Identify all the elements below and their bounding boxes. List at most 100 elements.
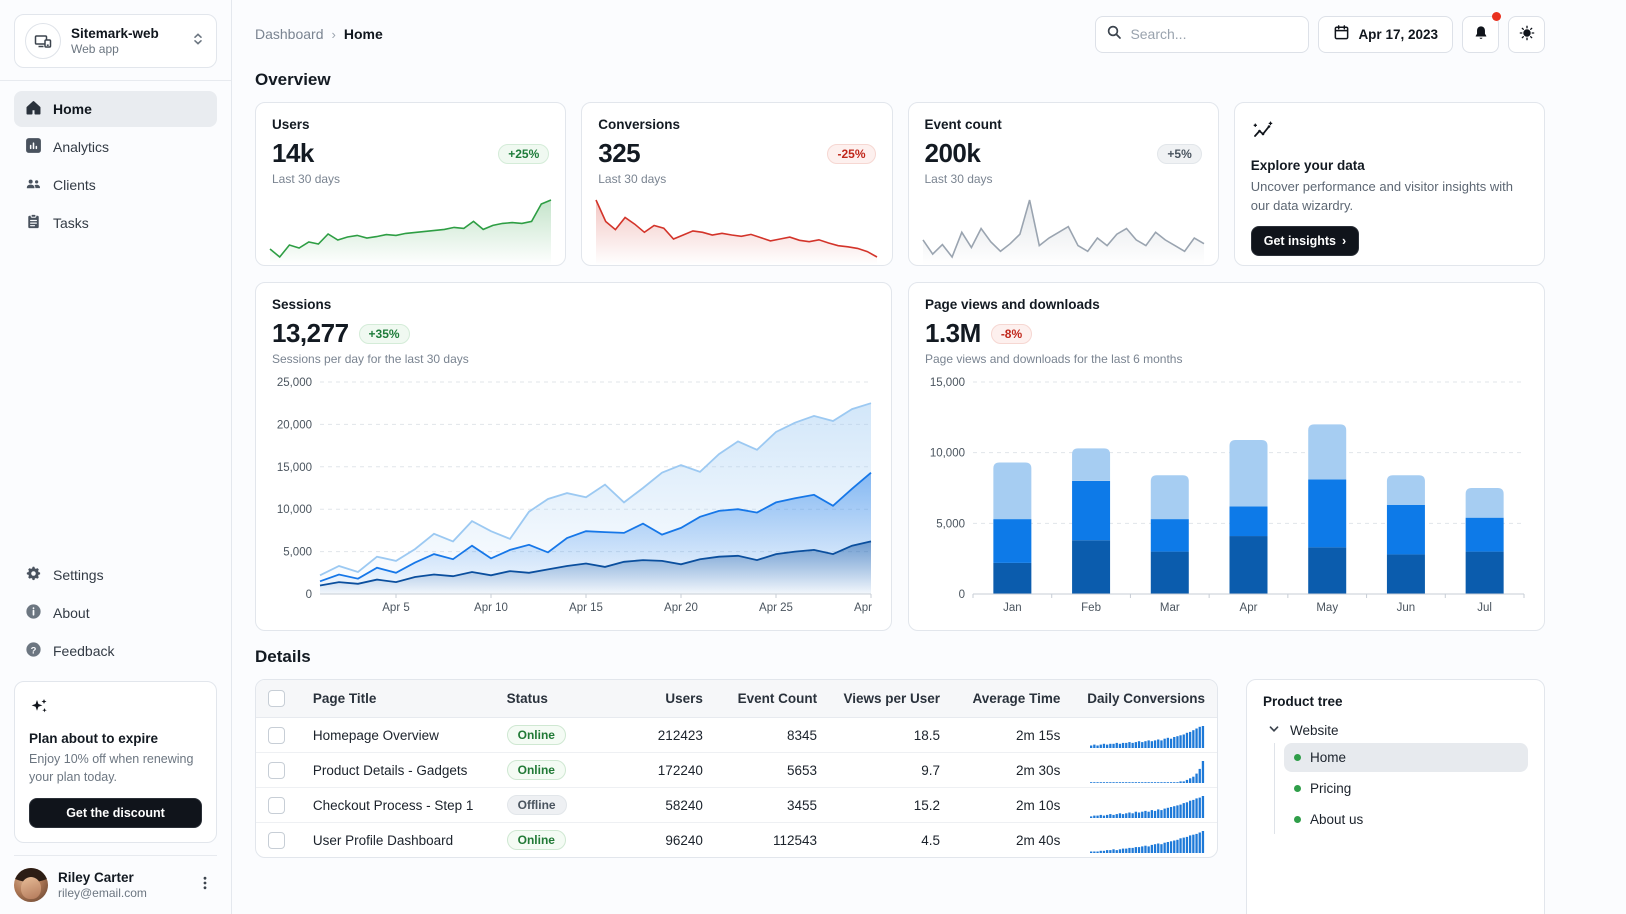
divider	[0, 80, 231, 81]
search-input[interactable]	[1130, 26, 1299, 42]
people-icon	[24, 174, 43, 196]
stat-card-event-count: Event count 200k +5% Last 30 days	[907, 102, 1219, 266]
column-header[interactable]: Event Count	[714, 680, 830, 718]
column-header[interactable]: Views per User	[829, 680, 952, 718]
cell-views-per-user: 9.7	[829, 752, 952, 788]
svg-text:5,000: 5,000	[936, 518, 965, 530]
svg-text:15,000: 15,000	[277, 462, 312, 474]
stat-value: 325	[598, 138, 641, 168]
notifications-button[interactable]	[1462, 11, 1501, 53]
tree-node-label: Website	[1290, 723, 1339, 738]
svg-text:0: 0	[959, 589, 965, 601]
cell-page-title: Checkout Process - Step 1	[300, 787, 495, 823]
promo-body: Enjoy 10% off when renewing your plan to…	[29, 751, 194, 784]
cell-page-title: Homepage Overview	[300, 717, 495, 753]
tree-item-about-us[interactable]: About us	[1284, 805, 1528, 834]
row-checkbox[interactable]	[268, 831, 285, 849]
calendar-icon	[1333, 24, 1350, 44]
svg-text:Jul: Jul	[1477, 602, 1492, 614]
gear-icon	[24, 564, 43, 586]
status-badge: Online	[506, 830, 566, 850]
analytics-icon	[24, 136, 43, 158]
stat-value: 14k	[272, 138, 314, 168]
sidebar-item-feedback[interactable]: ? Feedback	[14, 633, 217, 669]
stat-title: Event count	[924, 117, 1002, 132]
main-content: Dashboard › Home Apr 17, 2023	[232, 0, 1626, 914]
workspace-type: Web app	[71, 42, 119, 56]
stat-caption: Last 30 days	[598, 172, 667, 186]
cell-page-title: User Profile Dashboard	[312, 832, 454, 848]
svg-text:Mar: Mar	[1160, 602, 1180, 614]
svg-text:20,000: 20,000	[277, 419, 312, 431]
daily-conversions-sparkline	[1072, 787, 1217, 823]
sun-icon	[1518, 24, 1536, 45]
topbar: Dashboard › Home Apr 17, 2023	[255, 11, 1545, 54]
stat-caption: Last 30 days	[924, 172, 993, 186]
plan-expiry-card: Plan about to expire Enjoy 10% off when …	[14, 680, 217, 843]
row-checkbox[interactable]	[268, 726, 285, 744]
user-name: Riley Carter	[58, 870, 134, 885]
stat-title: Users	[272, 117, 310, 132]
workspace-selector[interactable]: Sitemark-web Web app	[14, 14, 217, 68]
column-header[interactable]: Daily Conversions	[1072, 680, 1217, 718]
more-options-icon[interactable]	[193, 871, 217, 900]
details-row: Page Title Status Users Event Count View…	[255, 679, 1545, 914]
sidebar-item-analytics[interactable]: Analytics	[14, 129, 217, 165]
sidebar-item-clients[interactable]: Clients	[14, 167, 217, 203]
cell-average-time: 2m 10s	[952, 787, 1073, 823]
chart-delta-badge: -8%	[990, 323, 1033, 344]
info-icon	[24, 602, 43, 624]
tree-item-pricing[interactable]: Pricing	[1284, 774, 1528, 803]
details-table-card: Page Title Status Users Event Count View…	[255, 679, 1218, 858]
column-header[interactable]: Average Time	[952, 680, 1073, 718]
row-checkbox[interactable]	[268, 761, 285, 779]
sidebar-item-about[interactable]: About	[14, 595, 217, 631]
sidebar-item-settings[interactable]: Settings	[14, 557, 217, 593]
unfold-more-icon	[190, 31, 206, 52]
explore-data-card: Explore your data Uncover performance an…	[1233, 102, 1545, 266]
sidebar-item-label: Analytics	[53, 139, 110, 155]
column-header[interactable]: Page Title	[300, 680, 495, 718]
svg-text:Apr 25: Apr 25	[759, 602, 793, 614]
date-picker-button[interactable]: Apr 17, 2023	[1318, 15, 1453, 53]
table-header-row: Page Title Status Users Event Count View…	[256, 680, 1217, 718]
pageviews-chart-card: Page views and downloads 1.3M -8% Page v…	[908, 282, 1545, 631]
table-row[interactable]: Product Details - Gadgets Online 172240 …	[256, 752, 1217, 788]
table-row[interactable]: User Profile Dashboard Online 96240 1125…	[256, 823, 1217, 858]
sidebar-item-home[interactable]: Home	[14, 91, 217, 127]
tree-children: Home Pricing About us	[1274, 743, 1528, 834]
chart-title: Page views and downloads	[925, 297, 1100, 312]
svg-text:Apr 30: Apr 30	[854, 602, 875, 614]
theme-toggle-button[interactable]	[1508, 15, 1545, 53]
sidebar-item-label: About	[53, 604, 90, 621]
search-icon	[1106, 24, 1122, 45]
cell-page-title: Product Details - Gadgets	[300, 752, 495, 788]
svg-text:Apr 5: Apr 5	[382, 602, 410, 614]
details-table: Page Title Status Users Event Count View…	[256, 680, 1217, 857]
stat-title: Conversions	[598, 117, 681, 132]
green-dot-icon	[1294, 785, 1301, 792]
help-icon: ?	[24, 640, 43, 662]
cell-users: 58240	[600, 787, 715, 823]
stat-value: 200k	[924, 138, 981, 168]
search-box	[1095, 15, 1310, 53]
get-insights-button[interactable]: Get insights ›	[1250, 225, 1360, 256]
table-row[interactable]: Homepage Overview Online 212423 8345 18.…	[256, 717, 1217, 753]
column-header[interactable]: Users	[600, 680, 715, 718]
sidebar-item-tasks[interactable]: Tasks	[14, 205, 217, 241]
get-discount-button[interactable]: Get the discount	[29, 798, 202, 828]
svg-text:10,000: 10,000	[277, 504, 312, 516]
chart-title: Sessions	[272, 297, 332, 312]
clipboard-icon	[24, 212, 43, 234]
row-checkbox[interactable]	[268, 796, 285, 814]
table-row[interactable]: Checkout Process - Step 1 Offline 58240 …	[256, 787, 1217, 823]
breadcrumb-dashboard[interactable]: Dashboard	[255, 26, 324, 42]
select-all-checkbox[interactable]	[268, 690, 285, 707]
promo-title: Plan about to expire	[29, 730, 159, 746]
tree-item-home[interactable]: Home	[1284, 743, 1528, 772]
cell-event-count: 8345	[714, 717, 830, 753]
details-heading: Details	[255, 647, 311, 666]
tree-node-website[interactable]: Website	[1263, 722, 1528, 739]
column-header[interactable]: Status	[494, 680, 601, 718]
tree-item-label: About us	[1310, 812, 1364, 827]
